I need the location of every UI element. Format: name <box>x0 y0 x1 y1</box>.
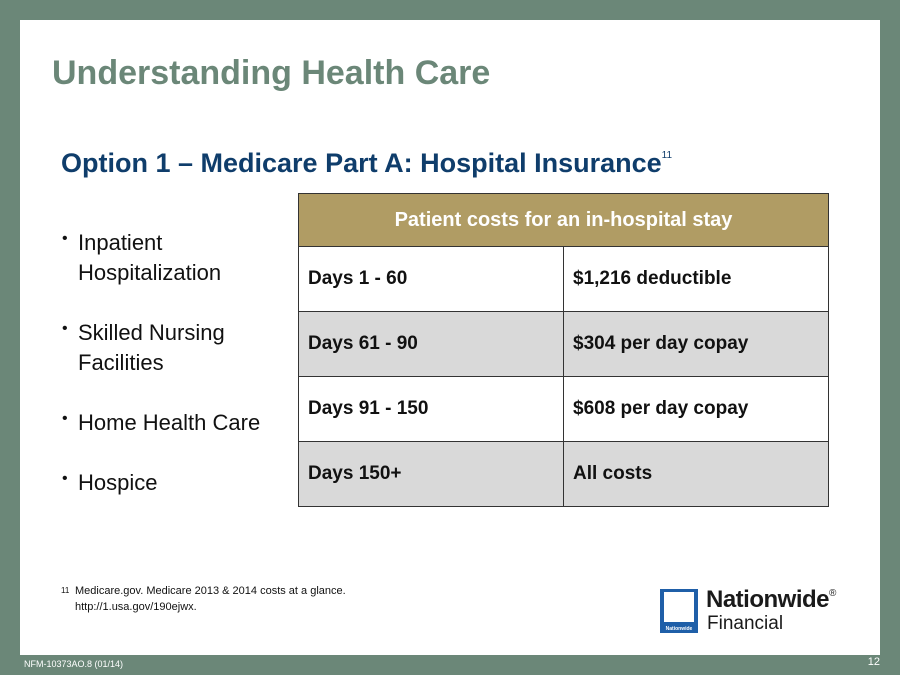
days-cell: Days 150+ <box>298 441 564 507</box>
list-item-label: Inpatient Hospitalization <box>78 230 222 285</box>
days-cell: Days 61 - 90 <box>298 311 564 377</box>
cost-cell: $1,216 deductible <box>563 246 829 312</box>
cost-cell: $608 per day copay <box>563 376 829 442</box>
bullet-icon: • <box>62 410 68 427</box>
bullet-icon: • <box>62 470 68 487</box>
registered-mark: ® <box>829 588 836 599</box>
list-item: • Skilled Nursing Facilities <box>62 318 302 378</box>
table-row: Days 61 - 90 $304 per day copay <box>298 311 829 377</box>
page-number: 12 <box>867 656 880 668</box>
cost-cell: All costs <box>563 441 829 507</box>
days-cell: Days 1 - 60 <box>298 246 564 312</box>
list-item-label: Home Health Care <box>78 410 261 435</box>
list-item-label: Hospice <box>78 470 158 495</box>
subtitle-text: Option 1 – Medicare Part A: Hospital Ins… <box>61 148 662 178</box>
footnote-link[interactable]: http://1.usa.gov/190ejwx. <box>75 601 197 613</box>
list-item-label: Skilled Nursing Facilities <box>78 320 225 375</box>
bullet-icon: • <box>62 230 68 247</box>
footnote-number: 11 <box>61 586 70 595</box>
logo-mark-icon: Nationwide <box>660 589 698 633</box>
logo-name: Nationwide® <box>706 586 836 614</box>
nationwide-logo: Nationwide Nationwide® Financial <box>660 586 870 636</box>
subtitle-footnote-ref: 11 <box>661 150 673 161</box>
slide: Understanding Health Care Option 1 – Med… <box>20 20 880 655</box>
table-row: Days 91 - 150 $608 per day copay <box>298 376 829 442</box>
footnote: 11 Medicare.gov. Medicare 2013 & 2014 cos… <box>61 583 346 615</box>
costs-table: Patient costs for an in-hospital stay Da… <box>298 193 829 507</box>
logo-subtitle: Financial <box>707 613 784 634</box>
bullet-icon: • <box>62 320 68 337</box>
footnote-line-1: Medicare.gov. Medicare 2013 & 2014 costs… <box>75 585 346 597</box>
table-row: Days 150+ All costs <box>298 441 829 507</box>
cost-cell: $304 per day copay <box>563 311 829 377</box>
logo-name-text: Nationwide <box>706 586 830 613</box>
footnote-text: Medicare.gov. Medicare 2013 & 2014 costs… <box>75 583 346 615</box>
slide-subtitle: Option 1 – Medicare Part A: Hospital Ins… <box>61 148 672 179</box>
document-code: NFM-10373AO.8 (01/14) <box>24 659 124 669</box>
logo-mark-inner <box>664 592 694 622</box>
days-cell: Days 91 - 150 <box>298 376 564 442</box>
list-item: • Inpatient Hospitalization <box>62 228 302 288</box>
slide-title: Understanding Health Care <box>52 54 491 92</box>
table-row: Days 1 - 60 $1,216 deductible <box>298 246 829 312</box>
list-item: • Hospice <box>62 468 302 498</box>
list-item: • Home Health Care <box>62 408 302 438</box>
logo-mark-text: Nationwide <box>665 626 693 632</box>
coverage-list: • Inpatient Hospitalization • Skilled Nurs… <box>62 228 302 528</box>
table-header: Patient costs for an in-hospital stay <box>298 193 829 247</box>
